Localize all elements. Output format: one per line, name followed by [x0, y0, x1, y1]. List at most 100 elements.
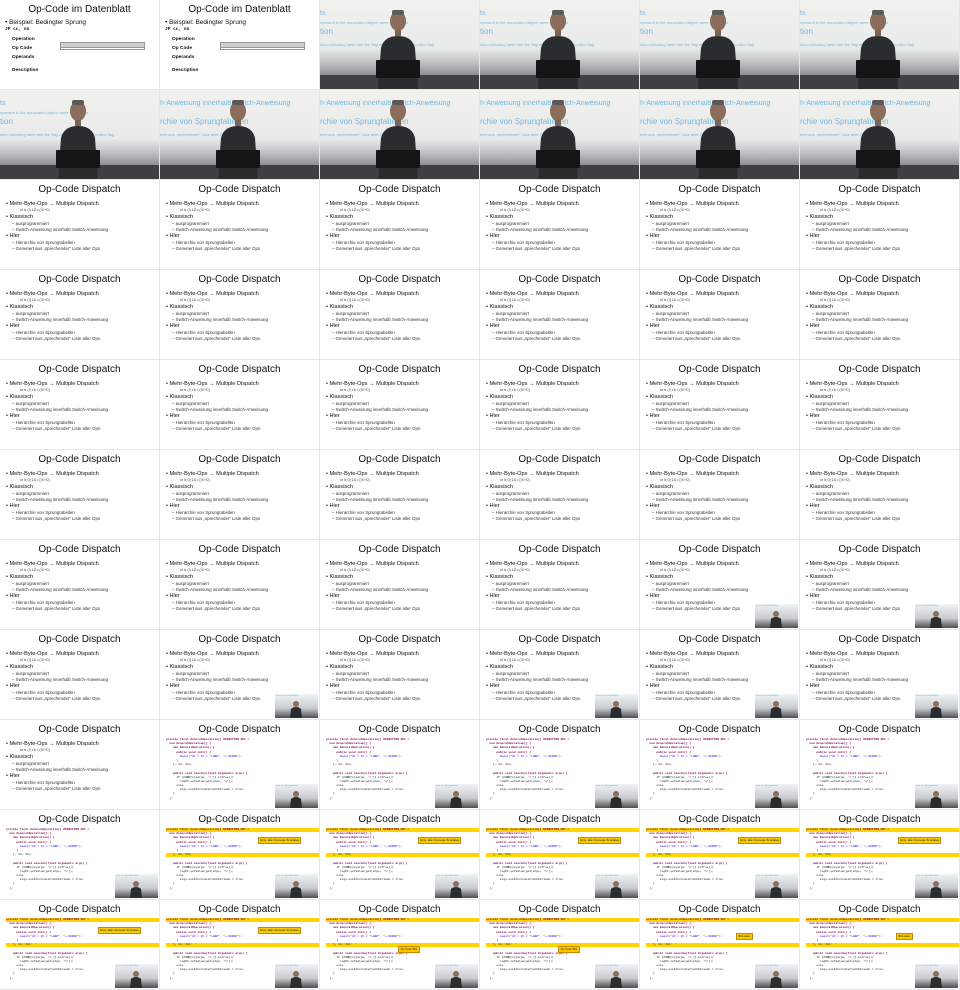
video-frame-tile: Op-Code Dispatch • Mehr-Byte-Ops → Multip… [800, 630, 960, 720]
bullet-item: • Mehr-Byte-Ops → Multiple Dispatch [646, 201, 739, 207]
bullet-item: • Klassisch [486, 484, 514, 490]
bullet-item: • Klassisch [646, 574, 674, 580]
bullet-item: – ausprogrammiert [172, 221, 209, 226]
bullet-subline: ld ix (I) LD r,(IX+D) [340, 207, 370, 212]
bullet-item: • Klassisch [326, 304, 354, 310]
bullet-item: • Hier [166, 413, 180, 419]
code-listing: private final GeneralOperation[] OPERATI… [480, 738, 639, 801]
code-line: } [806, 938, 819, 942]
bullet-item: • Klassisch [486, 574, 514, 580]
projected-slide-text: ution including table with the flag comb… [0, 132, 115, 137]
video-frame-tile: Op-Code Dispatch private final GeneralOpe… [800, 810, 960, 900]
code-line: private final GeneralOperation[] OPERATI… [646, 918, 799, 923]
bullet-item: • Mehr-Byte-Ops → Multiple Dispatch [486, 381, 579, 387]
annotation-note: Emp. aller Op-Code-Templates [258, 837, 302, 844]
bullet-item: • Hier [646, 593, 660, 599]
bullet-subline: ld ix (I) LD r,(IX+D) [340, 387, 370, 392]
code-line: private final GeneralOperation[] OPERATI… [326, 828, 479, 833]
speaker-video-inset: rchie von Sprungtabellen [915, 694, 958, 718]
speaker-video-inset: rchie von Sprungtabellen [115, 874, 158, 898]
code-line: new GeneralOperation[] { [646, 922, 692, 926]
bullet-item: – Hierarchie von Sprungtabellen [652, 510, 715, 515]
code-line: private final GeneralOperation[] OPERATI… [6, 918, 159, 923]
code-line: public void init() { [646, 750, 692, 754]
code-line: } [6, 938, 19, 942]
code-line: new GeneralOperation() { [166, 746, 215, 750]
code-line: regPC.setValue(get(args, 'n')); [806, 779, 874, 783]
code-line: else [486, 874, 504, 878]
bullet-subline: ld ix (I) LD r,(IX+D) [20, 747, 50, 752]
inset-presenter-figure [128, 970, 144, 988]
projected-slide-text: h-Anweisung innerhalb Switch-Anweisung [480, 100, 611, 107]
bullet-subline: ld ix (I) LD r,(IX+D) [180, 297, 210, 302]
code-line: new GeneralOperation[] { [486, 922, 532, 926]
bullet-item: – ausprogrammiert [812, 491, 849, 496]
bullet-item: – Switch-Anweisung innerhalb Switch-Anwe… [812, 407, 908, 412]
code-line: }, 14, 14); [486, 763, 513, 767]
video-frame-tile: Op-Code im Datenblatt • Beispiel: Bedingt… [0, 0, 160, 90]
projected-slide-text: operand is the associated object name of… [640, 20, 729, 25]
slide-title: Op-Code Dispatch [198, 364, 281, 375]
code-line: } [166, 792, 175, 796]
code-line: new GeneralOperation() { [646, 836, 695, 840]
bullet-item: – Hierarchie von Sprungtabellen [332, 330, 395, 335]
bullet-item: – Switch-Anweisung innerhalb Switch-Anwe… [652, 407, 748, 412]
bullet-item: – Switch-Anweisung innerhalb Switch-Anwe… [492, 227, 588, 232]
projected-slide-text: operand is the associated object name of… [0, 110, 89, 115]
bullet-subline: ld ix (I) LD r,(IX+D) [820, 297, 850, 302]
slide-title: Op-Code im Datenblatt [188, 4, 291, 15]
slide-title: Op-Code Dispatch [198, 454, 281, 465]
code-line: else [646, 964, 664, 968]
code-line: private final GeneralOperation[] OPERATI… [166, 738, 250, 741]
slide-title: Op-Code Dispatch [38, 634, 121, 645]
bullet-item: • Hier [166, 233, 180, 239]
slide-bullet: • Beispiel: Bedingter Sprung [165, 19, 247, 26]
bullet-item: – Switch-Anweisung innerhalb Switch-Anwe… [812, 317, 908, 322]
code-line: } [326, 758, 339, 762]
code-line: private final GeneralOperation[] OPERATI… [326, 918, 479, 923]
annotation-note: Emp. aller Op-Code-Templates [418, 837, 462, 844]
bullet-item: • Mehr-Byte-Ops → Multiple Dispatch [646, 291, 739, 297]
code-line: public void init() { [326, 750, 372, 754]
slide-title: Op-Code Dispatch [38, 814, 121, 825]
video-frame-tile: Op-Code Dispatch • Mehr-Byte-Ops → Multip… [0, 540, 160, 630]
bullet-item: – Generiert aus „sprechender“ Liste alle… [12, 516, 101, 521]
code-line: else [166, 784, 184, 788]
bullet-item: • Klassisch [806, 484, 834, 490]
bullet-item: – Hierarchie von Sprungtabellen [492, 600, 555, 605]
projected-slide-text: h-Anweisung innerhalb Switch-Anweisung [640, 100, 771, 107]
bullet-item: – Generiert aus „sprechender“ Liste alle… [172, 516, 261, 521]
code-listing: private final GeneralOperation[] OPERATI… [800, 828, 959, 891]
bullet-item: • Klassisch [486, 664, 514, 670]
bullet-item: – Generiert aus „sprechender“ Liste alle… [812, 336, 901, 341]
slide-title: Op-Code Dispatch [838, 184, 921, 195]
slide-title: Op-Code Dispatch [678, 814, 761, 825]
code-line: } [326, 792, 335, 796]
code-line: public void init() { [166, 930, 212, 934]
code-line: args.useAlternateClockPeriods = true; [806, 878, 885, 882]
bullet-item: – Generiert aus „sprechender“ Liste alle… [12, 246, 101, 251]
code-line: new GeneralOperation[] { [646, 742, 692, 746]
bullet-subline: ld ix (I) LD r,(IX+D) [340, 567, 370, 572]
code-line: else [6, 874, 24, 878]
speaker-video-inset: rchie von Sprungtabellen [275, 874, 318, 898]
projected-slide-text: riert aus „sprechender“ Liste aller Ops [640, 132, 708, 137]
slide-title: Op-Code Dispatch [678, 184, 761, 195]
bullet-item: • Hier [6, 773, 20, 779]
code-listing: private final GeneralOperation[] OPERATI… [640, 828, 799, 891]
speaker-video-inset: rchie von Sprungtabellen [595, 694, 638, 718]
code-line: args.useAlternateClockPeriods = true; [326, 968, 405, 972]
bullet-item: – ausprogrammiert [492, 671, 529, 676]
bullet-item: – Generiert aus „sprechender“ Liste alle… [12, 426, 101, 431]
code-line: new GeneralOperation() { [486, 746, 535, 750]
bullet-item: – Generiert aus „sprechender“ Liste alle… [652, 426, 741, 431]
slide-title: Op-Code Dispatch [678, 454, 761, 465]
bullet-item: • Mehr-Byte-Ops → Multiple Dispatch [166, 561, 259, 567]
bullet-item: – Switch-Anweisung innerhalb Switch-Anwe… [172, 317, 268, 322]
code-line: public void execute(final Arguments args… [6, 951, 88, 955]
code-line: private final GeneralOperation[] OPERATI… [486, 738, 570, 741]
bullet-item: • Hier [166, 593, 180, 599]
video-frame-tile: Op-Code im Datenblatt • Beispiel: Bedingt… [160, 0, 320, 90]
bullet-item: • Klassisch [646, 484, 674, 490]
code-line: args.useAlternateClockPeriods = true; [646, 878, 725, 882]
